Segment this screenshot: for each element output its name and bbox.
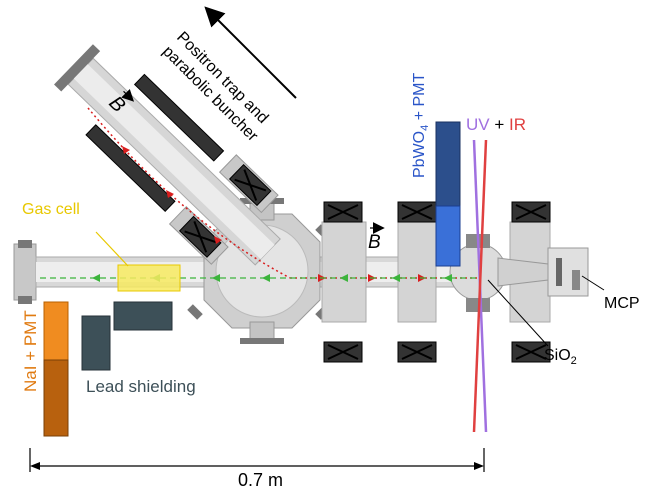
coil <box>323 201 363 223</box>
laser-label: UV + IR <box>466 115 526 134</box>
coil <box>397 201 437 223</box>
pbwo-pmt <box>435 121 461 207</box>
nai-label: NaI + PMT <box>21 310 40 392</box>
trap-label: Positron trap and parabolic buncher <box>159 29 276 146</box>
coil <box>323 341 363 363</box>
lead-block-1 <box>81 315 111 371</box>
b-field-mid: B <box>368 222 385 253</box>
lead-shielding-label: Lead shielding <box>86 377 196 396</box>
scale-bar: 0.7 m <box>29 448 485 489</box>
left-flange <box>13 243 37 301</box>
coil <box>511 201 551 223</box>
pbwo-crystal <box>435 205 461 267</box>
lead-block-2 <box>113 301 173 331</box>
mcp-housing <box>547 247 589 297</box>
trap-beamline <box>54 44 281 266</box>
nai-crystal <box>43 301 69 361</box>
pbwo-label: PbWO4 + PMT <box>411 73 431 178</box>
trap-direction-arrow <box>204 6 297 99</box>
svg-text:B: B <box>368 232 381 253</box>
scale-label: 0.7 m <box>238 470 283 489</box>
gas-cell <box>117 264 181 292</box>
nai-pmt <box>43 359 69 437</box>
gas-cell-label: Gas cell <box>22 201 80 218</box>
coil <box>397 341 437 363</box>
ir-laser <box>472 139 488 433</box>
positronium-path <box>40 274 478 282</box>
mcp-label: MCP <box>604 295 640 312</box>
sio2-label: SiO2 <box>544 347 577 367</box>
